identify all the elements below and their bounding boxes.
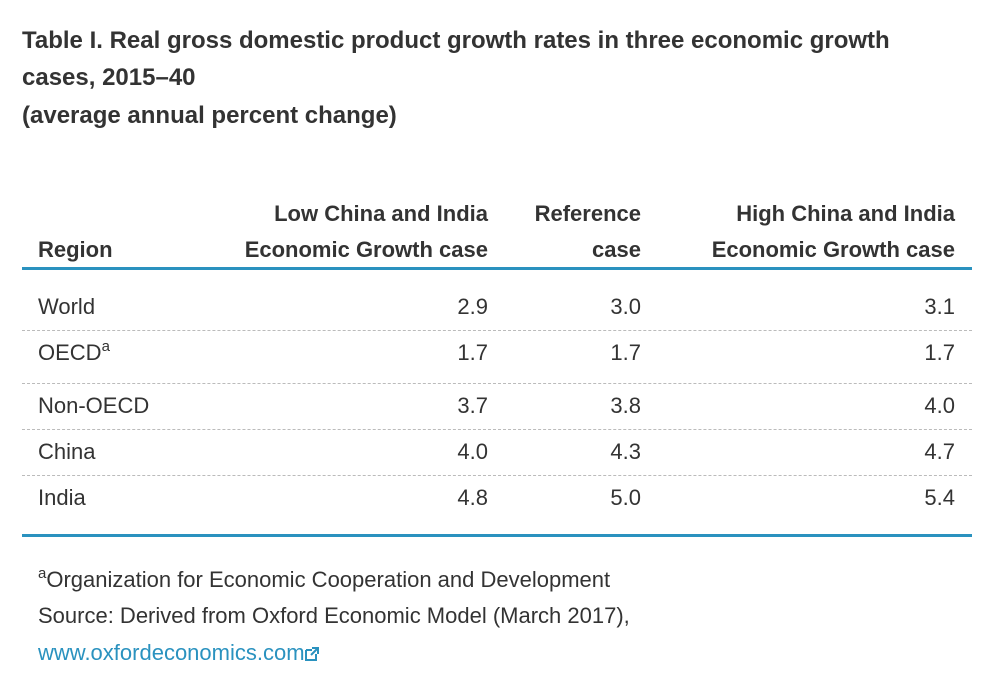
external-icon: [304, 647, 319, 661]
value-cell: 4.0: [924, 393, 955, 418]
table-subtitle: (average annual percent change): [22, 102, 397, 129]
header-rule: [22, 267, 972, 270]
source-link[interactable]: www.oxfordeconomics.com: [38, 640, 305, 665]
value-cell: 1.7: [457, 340, 488, 365]
row-separator: [22, 429, 972, 430]
row-separator: [22, 475, 972, 476]
footnote-text: Organization for Economic Cooperation an…: [46, 567, 611, 592]
region-name: China: [38, 439, 96, 464]
table-title: Table I. Real gross domestic product gro…: [22, 27, 890, 91]
row-label: OECDa: [38, 338, 110, 368]
value-cell: 4.3: [610, 439, 641, 464]
row-label: India: [38, 483, 86, 513]
header-cell: Low China and India Economic Growth case: [244, 201, 488, 262]
region-name: OECD: [38, 340, 102, 365]
value-cell: 4.7: [924, 439, 955, 464]
value-cell: 4.0: [457, 439, 488, 464]
row-label: China: [38, 437, 95, 467]
footnote-marker: a: [38, 565, 47, 582]
region-name: Non-OECD: [38, 393, 150, 418]
footnote: aOrganization for Economic Cooperation a…: [38, 565, 610, 595]
value-cell: 3.7: [457, 393, 488, 418]
value-cell: 2.9: [457, 294, 488, 319]
value-cell: 1.7: [924, 340, 955, 365]
footnote-marker: a: [101, 338, 110, 355]
value-cell: 3.8: [610, 393, 641, 418]
value-cell: 3.1: [924, 294, 955, 319]
row-label: Non-OECD: [38, 391, 149, 421]
bottom-rule: [22, 534, 972, 537]
region-name: India: [38, 485, 86, 510]
row-label: World: [38, 292, 95, 322]
header-cell: Reference case: [534, 201, 641, 262]
source: Source: Derived from Oxford Economic Mod…: [38, 603, 630, 628]
row-separator: [22, 383, 972, 384]
region-name: World: [38, 294, 96, 319]
row-separator: [22, 330, 972, 331]
header-cell: High China and India Economic Growth cas…: [711, 201, 955, 262]
value-cell: 5.4: [924, 485, 955, 510]
value-cell: 5.0: [610, 485, 641, 510]
header-cell: Region: [38, 237, 113, 262]
value-cell: 4.8: [457, 485, 488, 510]
source-link-row: www.oxfordeconomics.com: [38, 638, 319, 668]
value-cell: 1.7: [610, 340, 641, 365]
value-cell: 3.0: [610, 294, 641, 319]
